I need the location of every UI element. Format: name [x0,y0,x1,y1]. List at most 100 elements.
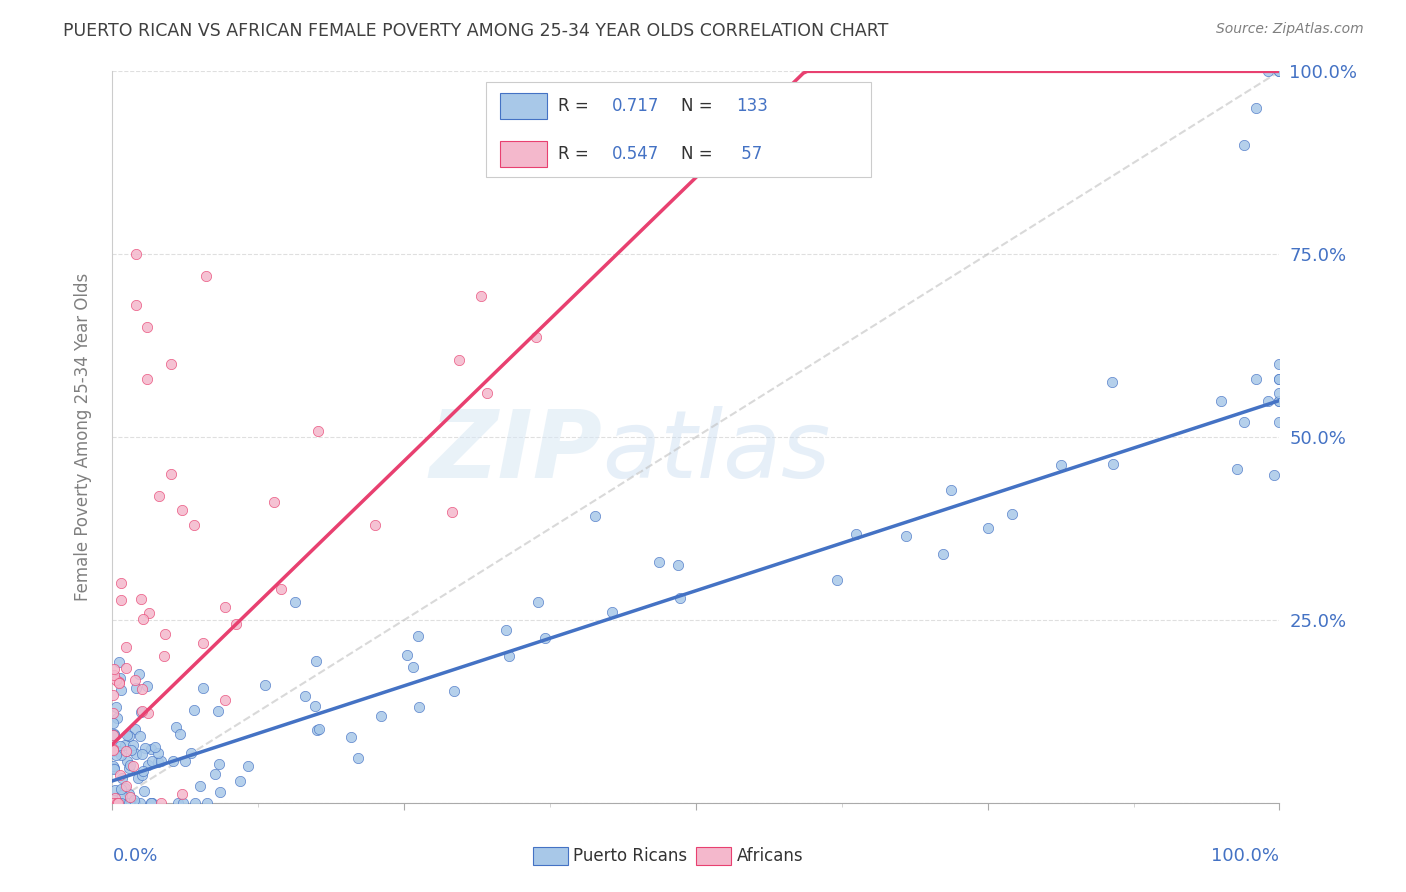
Point [134,740,156,755]
Point [120,743,142,757]
Point [103,744,125,758]
Point [1257,64,1279,78]
Point [114,780,136,795]
Point [101,796,124,810]
Point [1233,416,1256,430]
Point [132,764,155,778]
Point [1226,461,1249,475]
Point [131,612,153,626]
Point [108,768,131,782]
Text: N =: N = [681,145,717,162]
Point [146,756,169,770]
Point [1263,468,1285,483]
Point [128,667,150,681]
Point [141,755,163,769]
Point [1268,64,1291,78]
Point [308,722,330,736]
Point [110,748,132,763]
Point [138,757,160,772]
Point [172,787,194,801]
Point [103,759,125,773]
Point [101,728,124,742]
Point [441,505,464,519]
Point [294,690,316,704]
Point [527,595,550,609]
Point [120,796,142,810]
Text: R =: R = [558,145,595,162]
Point [125,681,148,696]
Point [103,742,125,756]
Point [845,526,868,541]
Point [284,595,307,609]
Point [104,747,127,762]
Point [207,704,229,718]
Point [118,757,141,772]
Point [183,703,205,717]
Point [141,796,163,810]
Point [1209,393,1232,408]
Point [141,796,163,810]
Point [111,788,134,802]
Point [131,705,153,719]
Point [370,709,392,723]
Point [1268,393,1291,408]
Point [103,668,125,682]
Point [110,683,132,698]
Point [1244,371,1267,385]
Point [115,779,138,793]
Text: 0.547: 0.547 [612,145,659,162]
Point [131,768,153,782]
Point [108,739,131,754]
Point [1244,101,1267,115]
Point [406,630,429,644]
Point [108,674,131,689]
Point [173,754,195,768]
Point [395,648,418,663]
Point [1233,137,1256,152]
Text: 100.0%: 100.0% [1212,847,1279,864]
Point [172,503,194,517]
Point [118,796,141,810]
Point [110,796,132,810]
Point [150,754,173,768]
Point [136,679,159,693]
Text: 0.0%: 0.0% [112,847,157,864]
Text: PUERTO RICAN VS AFRICAN FEMALE POVERTY AMONG 25-34 YEAR OLDS CORRELATION CHART: PUERTO RICAN VS AFRICAN FEMALE POVERTY A… [63,22,889,40]
Point [475,386,498,401]
Point [347,750,370,764]
Point [122,738,145,752]
Point [172,796,194,810]
Point [118,789,141,804]
Point [339,730,361,744]
Point [600,606,623,620]
Point [124,673,146,687]
Point [236,759,259,773]
Point [115,661,138,675]
Point [401,659,423,673]
Point [214,693,236,707]
Point [105,796,128,810]
Point [139,742,162,756]
Point [105,711,128,725]
Point [498,649,520,664]
Point [146,746,169,760]
Point [939,483,962,498]
Point [117,728,139,742]
Point [647,555,669,569]
Point [136,706,159,721]
Point [225,616,247,631]
Point [162,754,184,768]
Point [932,547,955,561]
Point [669,591,692,605]
Point [195,796,218,810]
Point [270,582,292,596]
Point [188,779,211,793]
Point [118,729,141,743]
Bar [533,847,568,865]
Point [1268,393,1291,408]
Point [101,716,124,731]
FancyBboxPatch shape [486,82,872,178]
Text: Puerto Ricans: Puerto Ricans [574,847,688,865]
Point [131,682,153,697]
Point [103,728,125,742]
